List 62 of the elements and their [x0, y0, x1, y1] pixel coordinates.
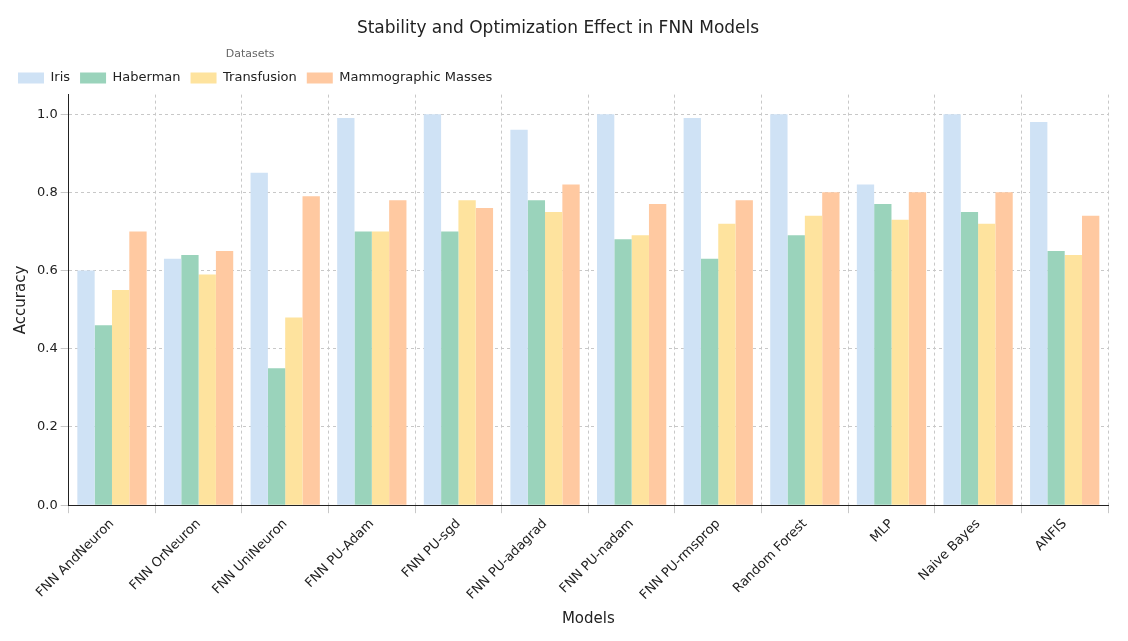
y-axis-title: Accuracy [10, 265, 29, 335]
bar [891, 219, 909, 505]
bar [267, 368, 286, 505]
bar [129, 231, 147, 505]
bar [683, 118, 701, 505]
bar [371, 231, 390, 505]
x-axis-title: Models [561, 608, 615, 627]
bar [250, 172, 268, 505]
bar [856, 184, 875, 505]
bar [562, 184, 580, 505]
bar [804, 215, 823, 505]
legend-title: Datasets [225, 46, 275, 60]
bar [94, 325, 112, 505]
y-tick-label: 0.0 [36, 496, 58, 512]
bar [77, 270, 95, 505]
bar [527, 200, 546, 505]
y-tick-label: 0.2 [36, 418, 58, 434]
bar [389, 200, 407, 505]
y-tick-label: 0.6 [36, 261, 58, 277]
y-tick-label: 1.0 [36, 105, 58, 121]
bar [874, 204, 892, 505]
bar [475, 208, 494, 505]
bar [215, 251, 234, 505]
bar [614, 239, 632, 505]
bar [995, 192, 1013, 505]
bar [597, 114, 615, 505]
bar [631, 235, 649, 505]
bar [1030, 121, 1048, 505]
legend-label: Transfusion [222, 69, 297, 85]
bar [510, 129, 528, 505]
legend-label: Iris [50, 69, 71, 85]
bar [648, 204, 667, 505]
bar [111, 290, 130, 505]
bar [943, 114, 961, 505]
chart-title: Stability and Optimization Effect in FNN Models [356, 16, 760, 37]
bar [735, 200, 753, 505]
bar [285, 317, 303, 505]
bar [354, 231, 372, 505]
bar [787, 235, 805, 505]
legend-label: Mammographic Masses [339, 69, 493, 85]
bar [441, 231, 459, 505]
bar [1064, 254, 1083, 505]
bar [423, 114, 442, 505]
bar [770, 114, 788, 505]
bar [822, 192, 840, 505]
bar [545, 211, 563, 505]
bar [908, 192, 927, 505]
legend-label: Haberman [112, 69, 181, 85]
y-tick-label: 0.8 [36, 183, 58, 199]
bar [458, 200, 476, 505]
bar [198, 274, 216, 505]
bar [302, 196, 320, 505]
bar [1082, 215, 1100, 505]
y-tick-label: 0.4 [36, 340, 58, 356]
bar [337, 118, 355, 505]
bar [718, 223, 736, 505]
bar [700, 258, 719, 505]
bar [960, 211, 979, 505]
bar [978, 223, 996, 505]
bar [163, 258, 182, 505]
bar [1047, 251, 1065, 505]
bar [181, 254, 199, 505]
